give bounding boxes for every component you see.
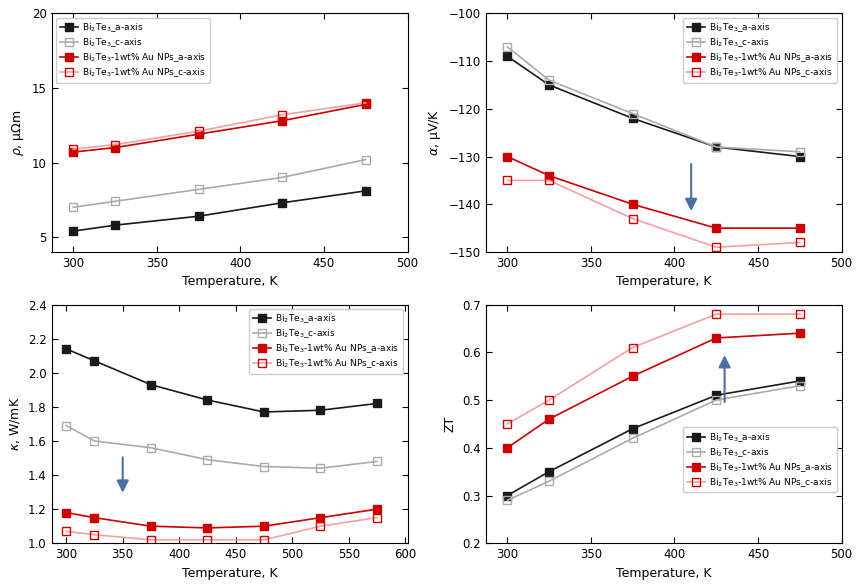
Y-axis label: $\kappa$, W/mK: $\kappa$, W/mK bbox=[9, 397, 22, 451]
X-axis label: Temperature, K: Temperature, K bbox=[616, 275, 711, 289]
Legend: Bi$_2$Te$_3$_a-axis, Bi$_2$Te$_3$_c-axis, Bi$_2$Te$_3$-1wt% Au NPs_a-axis, Bi$_2: Bi$_2$Te$_3$_a-axis, Bi$_2$Te$_3$_c-axis… bbox=[249, 309, 403, 374]
Legend: Bi$_2$Te$_3$_a-axis, Bi$_2$Te$_3$_c-axis, Bi$_2$Te$_3$-1wt% Au NPs_a-axis, Bi$_2: Bi$_2$Te$_3$_a-axis, Bi$_2$Te$_3$_c-axis… bbox=[56, 18, 210, 83]
Legend: Bi$_2$Te$_3$_a-axis, Bi$_2$Te$_3$_c-axis, Bi$_2$Te$_3$-1wt% Au NPs_a-axis, Bi$_2: Bi$_2$Te$_3$_a-axis, Bi$_2$Te$_3$_c-axis… bbox=[684, 427, 837, 492]
Legend: Bi$_2$Te$_3$_a-axis, Bi$_2$Te$_3$_c-axis, Bi$_2$Te$_3$-1wt% Au NPs_a-axis, Bi$_2: Bi$_2$Te$_3$_a-axis, Bi$_2$Te$_3$_c-axis… bbox=[684, 18, 837, 83]
X-axis label: Temperature, K: Temperature, K bbox=[182, 275, 277, 289]
X-axis label: Temperature, K: Temperature, K bbox=[182, 567, 277, 580]
X-axis label: Temperature, K: Temperature, K bbox=[616, 567, 711, 580]
Y-axis label: $\rho$, μΩm: $\rho$, μΩm bbox=[10, 109, 26, 156]
Y-axis label: ZT: ZT bbox=[443, 416, 456, 432]
Y-axis label: $\alpha$, μV/K: $\alpha$, μV/K bbox=[427, 109, 443, 156]
